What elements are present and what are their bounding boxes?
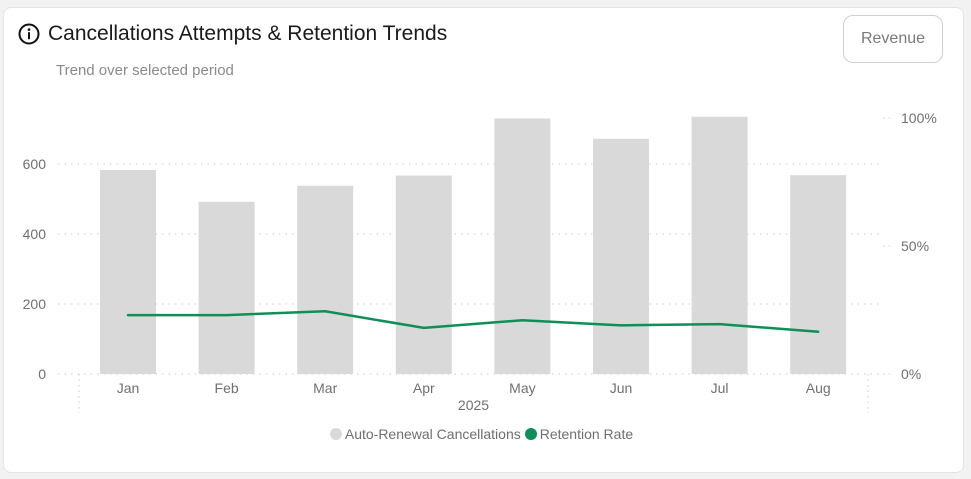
- x-tick-label: Aug: [806, 380, 831, 396]
- legend-swatch-retention: [524, 428, 537, 440]
- chart-subtitle: Trend over selected period: [56, 62, 234, 79]
- right-tick-label: 0%: [901, 366, 921, 382]
- info-icon[interactable]: [18, 23, 40, 45]
- retention-point: [521, 319, 524, 322]
- x-tick-label: Mar: [313, 380, 337, 396]
- legend-item-retention[interactable]: Retention Rate: [524, 426, 634, 442]
- y-tick-label: 200: [23, 296, 47, 312]
- chart-title: Cancellations Attempts & Retention Trend…: [48, 22, 448, 45]
- bar: [198, 201, 255, 374]
- y-tick-label: 400: [23, 226, 47, 242]
- x-tick-label: Jan: [117, 380, 140, 396]
- bar: [790, 175, 847, 374]
- retention-point: [324, 310, 327, 313]
- retention-line: [128, 310, 819, 334]
- x-tick-label: Jun: [610, 380, 633, 396]
- bar: [100, 169, 156, 374]
- revenue-button[interactable]: Revenue: [843, 15, 943, 63]
- retention-point: [126, 313, 130, 317]
- bar: [395, 175, 452, 374]
- x-tick-label: Apr: [413, 380, 435, 396]
- bar: [593, 138, 649, 374]
- right-tick-label: 100%: [901, 110, 937, 126]
- title-row: Cancellations Attempts & Retention Trend…: [18, 22, 447, 46]
- y-tick-label: 600: [23, 156, 47, 172]
- x-tick-label: May: [509, 380, 535, 396]
- x-tick-label: Feb: [215, 380, 239, 396]
- x-tick-label: Jul: [711, 380, 729, 396]
- retention-point: [619, 324, 623, 327]
- retention-point: [817, 330, 820, 333]
- x-group-label: 2025: [458, 397, 489, 413]
- bar: [494, 118, 551, 374]
- y-tick-label: 0: [38, 366, 46, 382]
- retention-point: [422, 326, 425, 330]
- legend: Auto-Renewal Cancellations Retention Rat…: [0, 426, 963, 442]
- retention-point: [225, 313, 228, 317]
- legend-label: Retention Rate: [539, 426, 634, 442]
- bar: [691, 116, 748, 374]
- bar: [297, 185, 354, 374]
- legend-item-cancellations[interactable]: Auto-Renewal Cancellations: [329, 426, 521, 442]
- right-tick-label: 50%: [901, 238, 929, 254]
- legend-label: Auto-Renewal Cancellations: [344, 426, 521, 442]
- retention-point: [718, 322, 721, 326]
- legend-swatch-cancellations: [329, 428, 342, 440]
